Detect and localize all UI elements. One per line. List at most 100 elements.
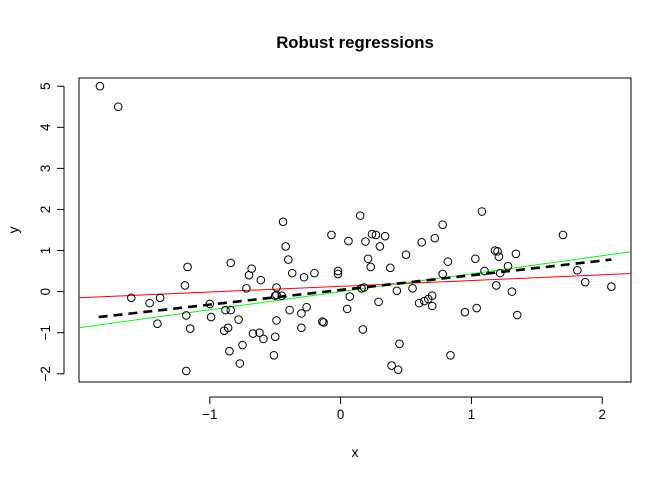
x-axis-label: x: [352, 444, 359, 460]
data-point: [256, 275, 266, 285]
fit-line: [78, 273, 632, 299]
data-point: [181, 366, 191, 376]
data-point: [277, 291, 287, 301]
data-point: [387, 361, 396, 370]
y-tick-label: −1: [38, 325, 53, 340]
data-point: [145, 298, 154, 308]
data-point: [317, 317, 327, 326]
data-point: [472, 303, 481, 313]
data-point: [371, 230, 381, 240]
data-point: [480, 266, 489, 276]
data-points: [95, 81, 616, 376]
data-point: [558, 230, 568, 240]
data-point: [225, 346, 234, 356]
y-tick-label: 0: [38, 288, 53, 295]
data-point: [278, 217, 288, 227]
data-point: [375, 242, 385, 251]
data-point: [493, 247, 502, 256]
data-point: [491, 281, 501, 290]
data-point: [333, 269, 343, 279]
data-point: [363, 254, 373, 264]
data-point: [242, 284, 251, 293]
data-point: [238, 340, 247, 350]
data-point: [395, 339, 404, 349]
data-point: [511, 249, 521, 259]
data-point: [342, 304, 352, 314]
data-point: [446, 350, 455, 360]
data-point: [113, 102, 123, 112]
x-tick-label: −1: [202, 407, 217, 422]
data-point: [358, 325, 368, 334]
axes: −1 0 1 2 −2 −1 0 1 2 3 4 5: [38, 82, 606, 422]
data-point: [438, 269, 447, 279]
data-point: [153, 319, 162, 328]
data-point: [430, 233, 440, 243]
data-point: [443, 257, 453, 266]
data-point: [366, 262, 375, 272]
data-point: [183, 262, 192, 272]
data-point: [127, 293, 136, 303]
data-point: [414, 298, 424, 308]
x-tick-label: 1: [468, 407, 475, 422]
data-point: [248, 329, 258, 338]
data-point: [155, 293, 165, 303]
data-point: [344, 236, 353, 246]
y-tick-label: 2: [38, 206, 53, 213]
data-point: [401, 250, 411, 259]
data-point: [355, 211, 365, 220]
data-point: [607, 282, 616, 291]
data-point: [361, 237, 370, 246]
data-point: [283, 255, 293, 264]
data-point: [507, 287, 517, 296]
data-point: [255, 328, 264, 338]
data-point: [359, 283, 369, 292]
data-point: [259, 334, 268, 344]
data-point: [319, 318, 328, 327]
data-point: [345, 292, 355, 301]
y-tick-label: 4: [38, 123, 53, 131]
data-point: [380, 231, 390, 241]
data-point: [327, 230, 336, 240]
data-point: [310, 268, 319, 278]
data-point: [438, 220, 447, 229]
x-tick-label: 0: [337, 407, 344, 422]
data-point: [226, 258, 236, 268]
y-tick-label: 1: [38, 247, 53, 254]
fit-line: [78, 251, 632, 329]
data-point: [427, 291, 437, 301]
data-point: [185, 324, 195, 333]
data-point: [386, 263, 395, 273]
data-point: [234, 315, 243, 324]
data-point: [374, 297, 383, 307]
data-point: [205, 299, 215, 309]
data-point: [181, 311, 191, 320]
data-point: [270, 332, 280, 342]
data-point: [367, 229, 377, 239]
data-point: [247, 264, 256, 273]
data-point: [221, 305, 230, 315]
data-point: [494, 252, 504, 262]
chart-title: Robust regressions: [276, 33, 434, 52]
data-point: [299, 272, 309, 282]
data-point: [272, 316, 281, 325]
data-point: [573, 265, 582, 275]
data-point: [297, 309, 306, 318]
regression-lines: [78, 251, 632, 329]
data-point: [285, 305, 294, 315]
y-tick-label: 5: [38, 82, 53, 89]
data-point: [417, 238, 427, 247]
data-point: [580, 277, 590, 287]
y-tick-label: 3: [38, 165, 53, 172]
data-point: [392, 286, 402, 296]
data-point: [393, 365, 403, 374]
data-point: [223, 323, 233, 333]
data-point: [471, 254, 480, 264]
data-point: [477, 207, 487, 216]
data-point: [495, 268, 505, 278]
data-point: [503, 261, 513, 271]
data-point: [512, 310, 522, 320]
data-point: [235, 359, 245, 368]
x-tick-label: 2: [598, 407, 605, 422]
data-point: [408, 284, 417, 293]
